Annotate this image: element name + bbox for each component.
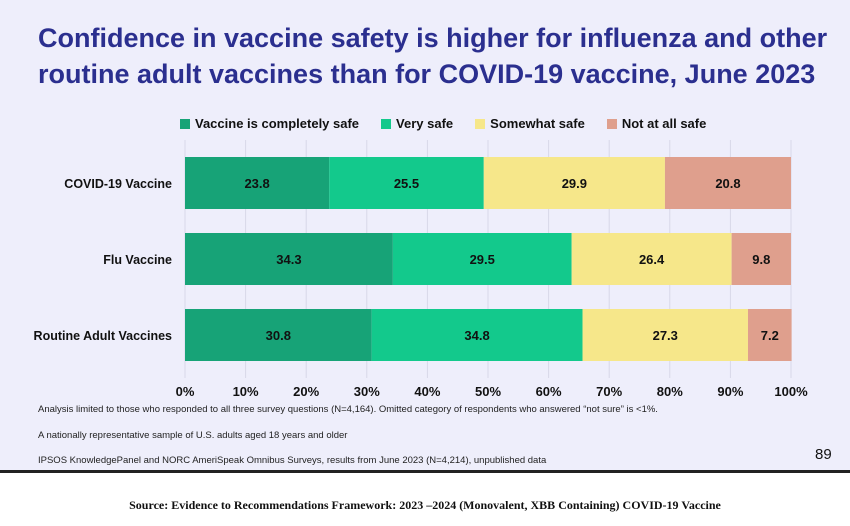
bar-segment xyxy=(185,233,393,285)
bar-segment xyxy=(185,309,372,361)
bar-segment xyxy=(371,309,583,361)
data-label: 25.5 xyxy=(394,176,419,191)
source-caption: Source: Evidence to Recommendations Fram… xyxy=(129,498,721,512)
category-label: Routine Adult Vaccines xyxy=(34,329,173,343)
legend-swatch xyxy=(180,118,190,129)
legend-swatch xyxy=(475,118,486,129)
data-label: 27.3 xyxy=(653,328,678,343)
chart-title: Confidence in vaccine safety is higher f… xyxy=(38,23,828,89)
legend-item: Somewhat safe xyxy=(475,116,585,131)
bar-segment xyxy=(329,157,484,209)
data-label: 29.5 xyxy=(470,252,495,267)
x-tick-label: 20% xyxy=(293,384,319,399)
bar-segment xyxy=(664,157,791,209)
bar-segment xyxy=(582,309,748,361)
stacked-bar-chart: 0% 10% 20% 30% 40% 50% 60% 70% 80% 90% 100% COVID-1… xyxy=(34,140,808,399)
x-tick-label: 90% xyxy=(717,384,743,399)
note-sample: A nationally representative sample of U.… xyxy=(38,430,348,441)
data-label: 23.8 xyxy=(244,176,269,191)
bar-segment xyxy=(392,233,572,285)
x-tick-label: 60% xyxy=(536,384,562,399)
note-surveys: IPSOS KnowledgePanel and NORC AmeriSpeak… xyxy=(38,455,547,466)
data-label: 34.3 xyxy=(276,252,301,267)
bar-segment xyxy=(571,233,732,285)
legend-label: Very safe xyxy=(396,116,454,131)
data-label: 26.4 xyxy=(639,252,665,267)
legend-item: Not at all safe xyxy=(606,116,707,131)
x-tick-label: 10% xyxy=(233,384,259,399)
data-label: 30.8 xyxy=(266,328,291,343)
bar-segment xyxy=(731,233,791,285)
x-tick-label: 80% xyxy=(657,384,683,399)
legend-label: Somewhat safe xyxy=(490,116,585,131)
x-tick-label: 30% xyxy=(354,384,380,399)
category-label: COVID-19 Vaccine xyxy=(64,177,172,191)
data-label: 20.8 xyxy=(715,176,740,191)
category-label: Flu Vaccine xyxy=(103,253,172,267)
bar-segment xyxy=(185,157,330,209)
x-tick-label: 0% xyxy=(176,384,195,399)
x-tick-label: 40% xyxy=(414,384,440,399)
legend-item: Very safe xyxy=(381,116,453,131)
page-number: 89 xyxy=(815,446,832,463)
slide: Confidence in vaccine safety is higher f… xyxy=(0,0,850,473)
data-label: 29.9 xyxy=(562,176,587,191)
data-label: 34.8 xyxy=(464,328,489,343)
legend-label: Not at all safe xyxy=(621,116,707,131)
bar-segment xyxy=(747,309,792,361)
legend: Vaccine is completely safe Very safe Somew… xyxy=(180,116,706,131)
data-label: 7.2 xyxy=(761,328,779,343)
bar-segment xyxy=(483,157,665,209)
legend-swatch xyxy=(606,118,617,129)
x-tick-label: 70% xyxy=(596,384,622,399)
legend-swatch xyxy=(381,118,392,129)
x-tick-label: 50% xyxy=(475,384,501,399)
legend-item: Vaccine is completely safe xyxy=(180,116,359,131)
legend-label: Vaccine is completely safe xyxy=(195,116,360,131)
note-analysis: Analysis limited to those who responded … xyxy=(38,404,658,415)
data-label: 9.8 xyxy=(752,252,770,267)
x-tick-label: 100% xyxy=(774,384,808,399)
